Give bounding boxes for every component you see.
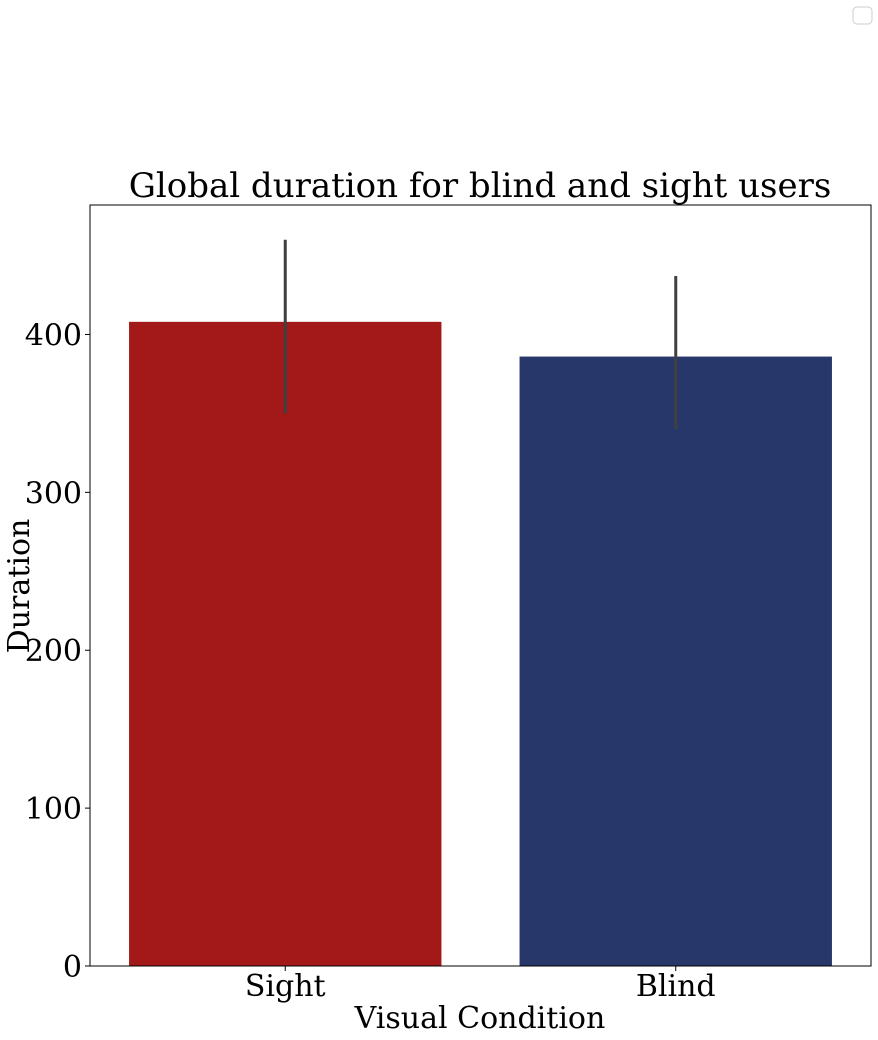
y-tick-label: 400	[25, 318, 82, 353]
y-tick-label: 300	[25, 476, 82, 511]
x-tick-label: Blind	[636, 969, 716, 1004]
plot-area: Sight Blind 0 100 200 300 400	[25, 239, 832, 1004]
x-tick-label: Sight	[245, 969, 326, 1004]
legend-box	[852, 6, 873, 25]
bar-sight	[129, 321, 442, 967]
chart-title: Global duration for blind and sight user…	[129, 166, 832, 206]
y-tick-label: 100	[25, 792, 82, 827]
y-tick-label: 200	[25, 634, 82, 669]
y-tick-label: 0	[63, 950, 82, 985]
bar-blind	[519, 356, 832, 966]
axes-frame	[89, 204, 872, 967]
y-axis-label: Duration	[2, 519, 37, 654]
x-axis-label: Visual Condition	[354, 1001, 606, 1036]
